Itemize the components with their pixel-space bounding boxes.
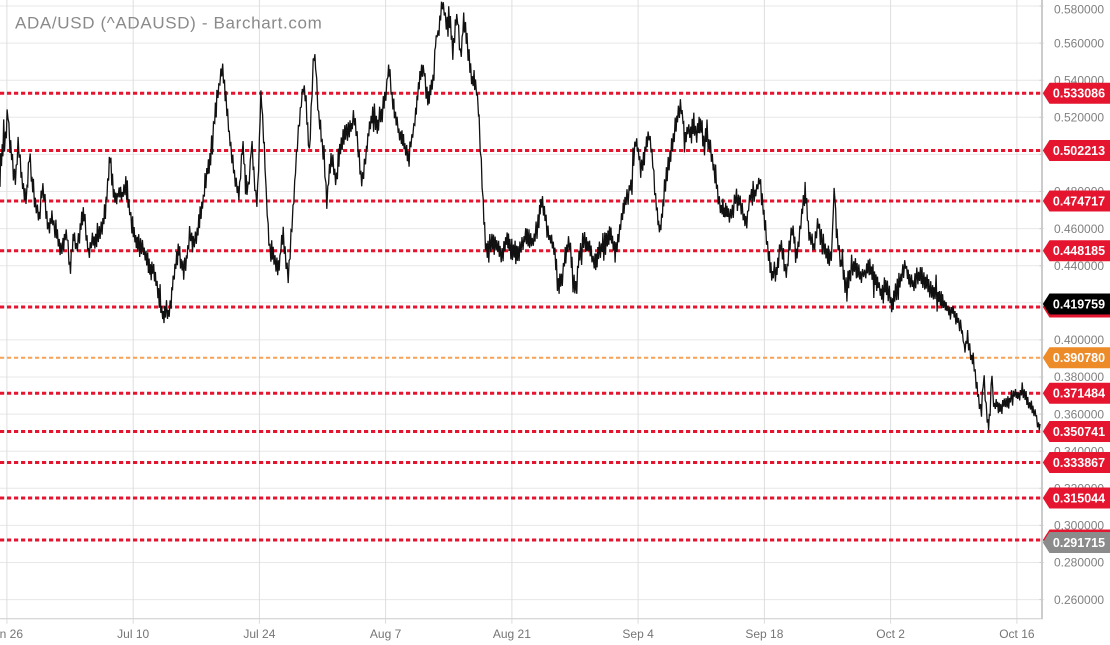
svg-text:0.560000: 0.560000	[1054, 36, 1104, 50]
svg-text:Oct 16: Oct 16	[999, 627, 1035, 641]
svg-text:0.390780: 0.390780	[1053, 351, 1105, 365]
svg-text:Jul 10: Jul 10	[117, 627, 149, 641]
svg-text:ADA/USD (^ADAUSD) - Barchart.c: ADA/USD (^ADAUSD) - Barchart.com	[15, 14, 322, 33]
svg-text:0.448185: 0.448185	[1053, 244, 1105, 258]
svg-text:0.419759: 0.419759	[1053, 297, 1105, 311]
svg-text:0.533086: 0.533086	[1053, 87, 1105, 101]
svg-text:Sep 4: Sep 4	[622, 627, 654, 641]
svg-text:0.350741: 0.350741	[1053, 425, 1105, 439]
svg-text:0.380000: 0.380000	[1054, 370, 1104, 384]
svg-text:0.360000: 0.360000	[1054, 407, 1104, 421]
svg-text:Jul 24: Jul 24	[243, 627, 275, 641]
svg-text:0.440000: 0.440000	[1054, 259, 1104, 273]
svg-text:0.400000: 0.400000	[1054, 333, 1104, 347]
svg-text:0.520000: 0.520000	[1054, 111, 1104, 125]
svg-text:0.260000: 0.260000	[1054, 593, 1104, 607]
svg-text:0.333867: 0.333867	[1053, 456, 1105, 470]
svg-text:Jun 26: Jun 26	[0, 627, 23, 641]
svg-text:0.280000: 0.280000	[1054, 556, 1104, 570]
svg-text:0.474717: 0.474717	[1053, 194, 1105, 208]
svg-text:Sep 18: Sep 18	[745, 627, 783, 641]
svg-text:Aug 21: Aug 21	[493, 627, 531, 641]
svg-text:Aug 7: Aug 7	[370, 627, 402, 641]
svg-text:Oct 2: Oct 2	[876, 627, 905, 641]
svg-text:0.580000: 0.580000	[1054, 3, 1104, 17]
svg-text:0.460000: 0.460000	[1054, 222, 1104, 236]
svg-text:0.291715: 0.291715	[1053, 536, 1105, 550]
svg-text:0.371484: 0.371484	[1053, 387, 1105, 401]
svg-text:0.315044: 0.315044	[1053, 491, 1105, 505]
svg-text:0.502213: 0.502213	[1053, 144, 1105, 158]
svg-text:0.300000: 0.300000	[1054, 519, 1104, 533]
